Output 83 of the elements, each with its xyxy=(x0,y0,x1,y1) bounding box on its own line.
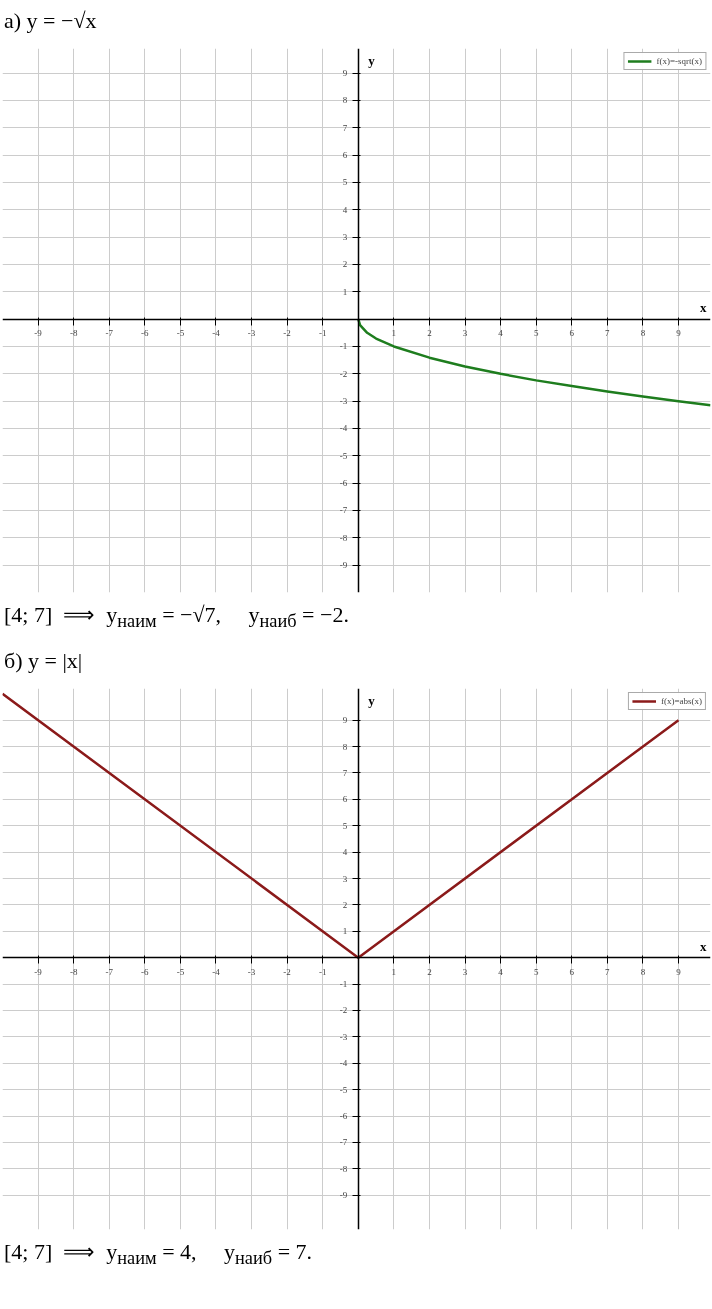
y-axis-title: y xyxy=(368,692,376,708)
x-tick-label: 7 xyxy=(605,328,611,339)
x-tick-label: 8 xyxy=(640,328,646,339)
legend-label: f(x)=abs(x) xyxy=(660,696,702,706)
x-tick-label: 6 xyxy=(569,328,575,339)
x-tick-label: 6 xyxy=(569,966,575,977)
y-tick-label: -9 xyxy=(339,1190,348,1201)
y-tick-label: -6 xyxy=(339,478,348,489)
y-tick-label: 1 xyxy=(342,926,348,937)
chart-title: а) y = −√x xyxy=(4,7,97,35)
x-tick-label: 9 xyxy=(676,328,682,339)
y-tick-label: 6 xyxy=(342,150,348,161)
x-tick-label: -7 xyxy=(105,328,114,339)
y-tick-label: 1 xyxy=(342,286,348,297)
y-tick-label: -2 xyxy=(339,368,348,379)
x-tick-label: 3 xyxy=(462,966,468,977)
x-tick-label: -4 xyxy=(212,966,221,977)
x-tick-label: -9 xyxy=(34,328,43,339)
y-tick-label: -8 xyxy=(339,1163,348,1174)
y-tick-label: 8 xyxy=(342,95,348,106)
y-tick-label: -7 xyxy=(339,505,348,516)
legend-label: f(x)=-sqrt(x) xyxy=(656,56,702,66)
chart-title: б) y = |x| xyxy=(4,647,83,675)
y-tick-label: 7 xyxy=(342,122,348,133)
y-tick-label: 2 xyxy=(342,899,348,910)
y-tick-label: -1 xyxy=(339,341,348,352)
x-tick-label: -6 xyxy=(141,328,150,339)
y-tick-label: -8 xyxy=(339,532,348,543)
y-tick-label: -5 xyxy=(339,1084,348,1095)
x-tick-label: 8 xyxy=(640,966,646,977)
x-tick-label: 5 xyxy=(533,328,539,339)
x-tick-label: 4 xyxy=(498,328,504,339)
y-tick-label: 2 xyxy=(342,259,348,270)
x-tick-label: -6 xyxy=(141,966,150,977)
x-axis-title: x xyxy=(700,300,707,316)
x-tick-label: -3 xyxy=(247,966,256,977)
x-tick-label: -7 xyxy=(105,966,114,977)
y-tick-label: 4 xyxy=(342,847,348,858)
x-tick-label: -8 xyxy=(69,328,78,339)
y-tick-label: 5 xyxy=(342,820,348,831)
x-tick-label: -1 xyxy=(318,328,327,339)
x-tick-label: -1 xyxy=(318,966,327,977)
x-tick-label: 1 xyxy=(391,966,397,977)
y-tick-label: -4 xyxy=(339,423,348,434)
x-tick-label: -8 xyxy=(69,966,78,977)
y-tick-label: 7 xyxy=(342,767,348,778)
y-axis-title: y xyxy=(368,52,376,68)
text: [4; 7] ⟹ y$_{наим}$ = 4, y$_{наиб}$ = 7. xyxy=(4,1238,313,1271)
y-tick-label: -4 xyxy=(339,1058,348,1069)
x-tick-label: -2 xyxy=(283,328,291,339)
y-tick-label: 9 xyxy=(342,68,348,79)
x-tick-label: -2 xyxy=(283,966,291,977)
y-tick-label: 8 xyxy=(342,741,348,752)
y-tick-label: 3 xyxy=(342,873,348,884)
x-tick-label: -9 xyxy=(34,966,43,977)
y-tick-label: -2 xyxy=(339,1005,348,1016)
x-axis-title: x xyxy=(700,938,707,954)
x-tick-label: 1 xyxy=(391,328,397,339)
y-tick-label: -3 xyxy=(339,1031,348,1042)
y-tick-label: 9 xyxy=(342,715,348,726)
y-tick-label: -1 xyxy=(339,979,348,990)
x-tick-label: -5 xyxy=(176,328,185,339)
x-tick-label: 2 xyxy=(427,328,432,339)
x-tick-label: 5 xyxy=(533,966,539,977)
x-tick-label: 9 xyxy=(676,966,682,977)
x-tick-label: 4 xyxy=(498,966,504,977)
y-tick-label: -9 xyxy=(339,560,348,571)
x-tick-label: -4 xyxy=(212,328,221,339)
text: [4; 7] ⟹ y$_{наим}$ = −√7, y$_{наиб}$ = −2. xyxy=(4,601,349,634)
y-tick-label: 6 xyxy=(342,794,348,805)
x-tick-label: 2 xyxy=(427,966,432,977)
y-tick-label: 3 xyxy=(342,232,348,243)
y-tick-label: -5 xyxy=(339,450,348,461)
y-tick-label: 5 xyxy=(342,177,348,188)
y-tick-label: -6 xyxy=(339,1111,348,1122)
y-tick-label: -3 xyxy=(339,396,348,407)
x-tick-label: -5 xyxy=(176,966,185,977)
line-series xyxy=(357,317,711,407)
x-tick-label: 3 xyxy=(462,328,468,339)
x-tick-label: -3 xyxy=(247,328,256,339)
y-tick-label: -7 xyxy=(339,1137,348,1148)
x-tick-label: 7 xyxy=(605,966,611,977)
y-tick-label: 4 xyxy=(342,204,348,215)
